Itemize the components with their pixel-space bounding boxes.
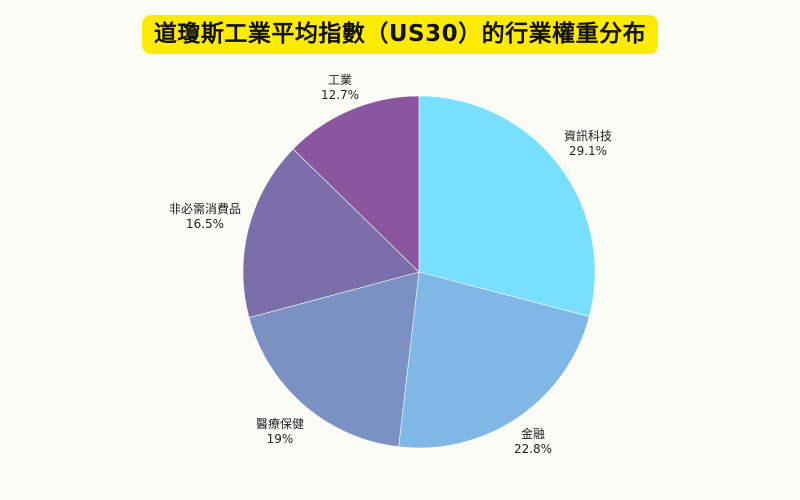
slice-label-percent: 22.8% <box>513 442 553 456</box>
slice-label: 醫療保健 19% <box>256 417 304 447</box>
slice-label-name: 醫療保健 <box>255 417 305 431</box>
slice-label: 工業 12.7% <box>321 73 359 103</box>
pie-slice-1 <box>398 271 590 449</box>
title-wrap: 道瓊斯工業平均指數（US30）的行業權重分布 <box>0 15 800 54</box>
slice-label: 非必需消費品 16.5% <box>169 202 241 232</box>
slice-label-name: 資訊科技 <box>563 129 613 143</box>
slice-label-percent: 12.7% <box>320 88 360 102</box>
pie-slice-3 <box>242 148 420 318</box>
slice-label-name: 非必需消費品 <box>168 202 242 216</box>
pie-slice-4 <box>292 95 420 273</box>
pie-slice-2 <box>248 271 420 448</box>
slice-label: 金融 22.8% <box>514 427 552 457</box>
chart-title: 道瓊斯工業平均指數（US30）的行業權重分布 <box>141 15 659 54</box>
slice-label-percent: 19% <box>266 432 294 446</box>
slice-label-name: 工業 <box>327 73 352 87</box>
slice-label: 資訊科技 29.1% <box>564 129 612 159</box>
slice-label-percent: 16.5% <box>185 217 225 231</box>
slice-label-name: 金融 <box>520 427 545 441</box>
slice-label-percent: 29.1% <box>568 144 608 158</box>
pie-slice-0 <box>418 95 596 317</box>
